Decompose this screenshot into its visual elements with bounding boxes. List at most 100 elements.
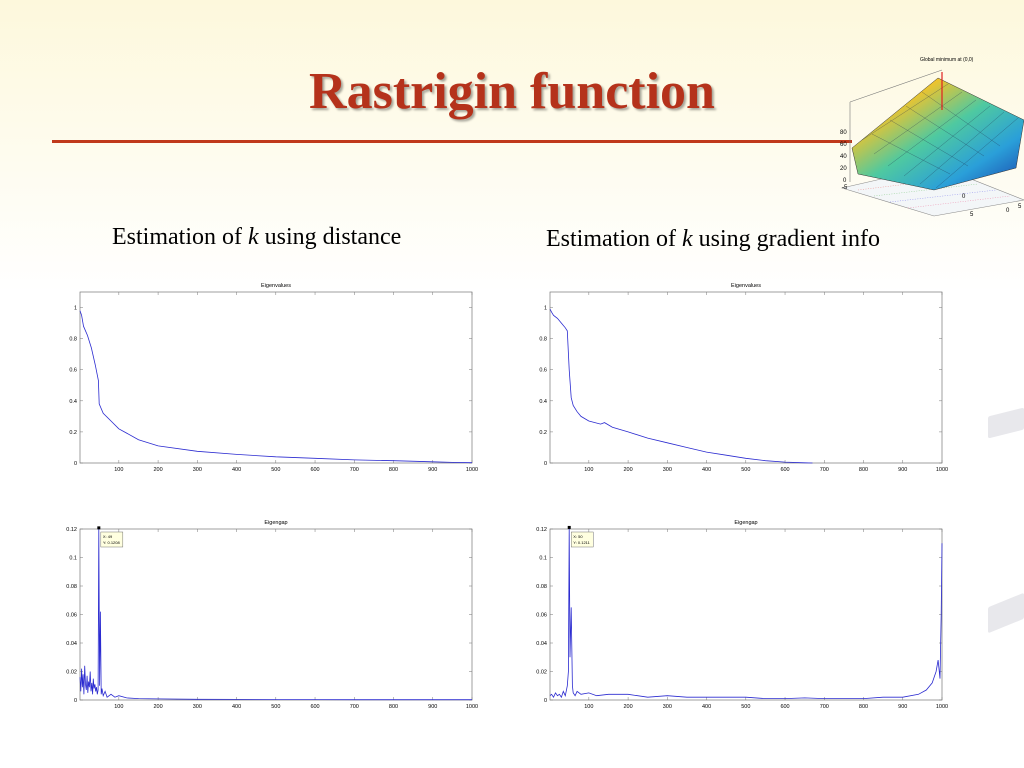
y-tick-label: 1 [544, 306, 547, 312]
datatip: X: 50Y: 0.1211 [571, 531, 594, 548]
y-tick-label: 0.2 [539, 430, 547, 436]
svg-text:5: 5 [970, 212, 974, 218]
x-tick-label: 500 [271, 704, 280, 710]
surface-axes [849, 69, 943, 182]
x-tick-label: 100 [114, 704, 123, 710]
x-tick-label: 600 [780, 704, 789, 710]
x-tick-label: 900 [898, 704, 907, 710]
x-tick-label: 1000 [936, 467, 948, 473]
surface-mesh [851, 77, 1024, 191]
x-tick-label: 300 [193, 704, 202, 710]
x-tick-label: 100 [114, 467, 123, 473]
chart-title: Eigenvalues [261, 283, 291, 289]
x-tick-label: 700 [820, 704, 829, 710]
y-tick-label: 0.08 [66, 584, 77, 590]
subtitle-gradient-suffix: using gradient info [692, 226, 880, 252]
series-line [549, 527, 943, 700]
eigengap-gradient-chart: Eigengap 100 200 300 400 500 600 700 800 900 1000 0… [536, 520, 948, 710]
x-tick-label: 100 [584, 467, 593, 473]
x-tick-label: 200 [623, 704, 632, 710]
y-tick-label: 0.08 [536, 584, 547, 590]
datatip-label: Y: 0.1208 [103, 540, 121, 545]
x-tick-label: 200 [153, 704, 162, 710]
x-tick-label: 900 [428, 467, 437, 473]
x-tick-label: 200 [623, 467, 632, 473]
y-tick-label: 0.04 [66, 641, 77, 647]
surface-plot-title: Global minimum at (0,0) [920, 57, 974, 63]
x-tick-label: 600 [310, 467, 319, 473]
plot-area [549, 291, 943, 464]
x-tick-label: 500 [741, 467, 750, 473]
eigengap-distance-chart: Eigengap 100 200 300 400 500 600 700 800 900 1000 0… [66, 520, 478, 710]
x-tick-label: 700 [350, 704, 359, 710]
x-tick-label: 700 [350, 467, 359, 473]
y-tick-label: 0.06 [66, 613, 77, 619]
datatip: X: 49Y: 0.1208 [100, 531, 124, 548]
chart-title: Eigenvalues [731, 283, 761, 289]
x-tick-label: 500 [271, 467, 280, 473]
x-tick-label: 800 [389, 704, 398, 710]
y-tick-label: 0.2 [69, 430, 77, 436]
title-underline [52, 140, 852, 143]
x-tick-label: 200 [153, 467, 162, 473]
svg-text:-5: -5 [842, 185, 848, 191]
chart-title: Eigengap [264, 520, 287, 526]
plot-area [549, 528, 943, 701]
x-tick-label: 900 [428, 704, 437, 710]
y-tick-label: 0.1 [539, 556, 547, 562]
datatip-label: X: 49 [103, 534, 113, 539]
y-tick-label: 0.12 [66, 527, 77, 533]
y-tick-label: 0.04 [536, 641, 547, 647]
x-tick-label: 400 [702, 704, 711, 710]
subtitle-distance: Estimation of k using distance [112, 224, 401, 251]
y-tick-label: 0.12 [536, 527, 547, 533]
subtitle-distance-suffix: using distance [258, 224, 402, 250]
y-tick-label: 0 [544, 461, 547, 467]
x-tick-label: 300 [193, 467, 202, 473]
datatip-box [100, 531, 124, 548]
datatip-label: X: 50 [573, 534, 583, 539]
x-tick-label: 1000 [466, 704, 478, 710]
x-tick-label: 600 [780, 467, 789, 473]
plot-area [79, 528, 473, 701]
chart-title: Eigengap [734, 520, 757, 526]
plot-area [79, 291, 473, 464]
series-line [79, 527, 472, 701]
x-tick-label: 800 [859, 467, 868, 473]
y-tick-label: 0.1 [69, 556, 77, 562]
datatip-box [571, 531, 594, 548]
svg-text:0: 0 [962, 194, 966, 200]
x-tick-label: 600 [310, 704, 319, 710]
subtitle-distance-k: k [247, 224, 259, 250]
x-tick-label: 700 [820, 467, 829, 473]
y-tick-label: 0.02 [536, 670, 547, 676]
x-tick-label: 900 [898, 467, 907, 473]
x-tick-label: 300 [663, 467, 672, 473]
svg-text:40: 40 [840, 154, 847, 160]
x-tick-label: 800 [859, 704, 868, 710]
y-tick-label: 1 [74, 306, 77, 312]
series-line [549, 308, 813, 464]
surface-mesh-lines [861, 83, 1019, 189]
x-tick-label: 1000 [466, 467, 478, 473]
datatip-label: Y: 0.1211 [573, 540, 590, 545]
datatip-marker [567, 525, 571, 529]
y-tick-label: 0.4 [539, 399, 547, 405]
x-tick-label: 400 [702, 467, 711, 473]
y-tick-label: 0.06 [536, 613, 547, 619]
svg-text:20: 20 [840, 166, 847, 172]
y-tick-label: 0.8 [539, 337, 547, 343]
y-tick-label: 0 [74, 461, 77, 467]
decorative-swoosh [988, 407, 1024, 439]
series-line [79, 310, 473, 464]
y-tick-label: 0 [544, 698, 547, 704]
y-tick-label: 0.8 [69, 337, 77, 343]
slide-title: Rastrigin function [309, 63, 715, 120]
y-tick-label: 0.6 [539, 368, 547, 374]
svg-text:0: 0 [843, 178, 847, 184]
subtitle-distance-prefix: Estimation of [112, 224, 248, 250]
x-tick-label: 400 [232, 704, 241, 710]
svg-text:80: 80 [840, 130, 847, 136]
